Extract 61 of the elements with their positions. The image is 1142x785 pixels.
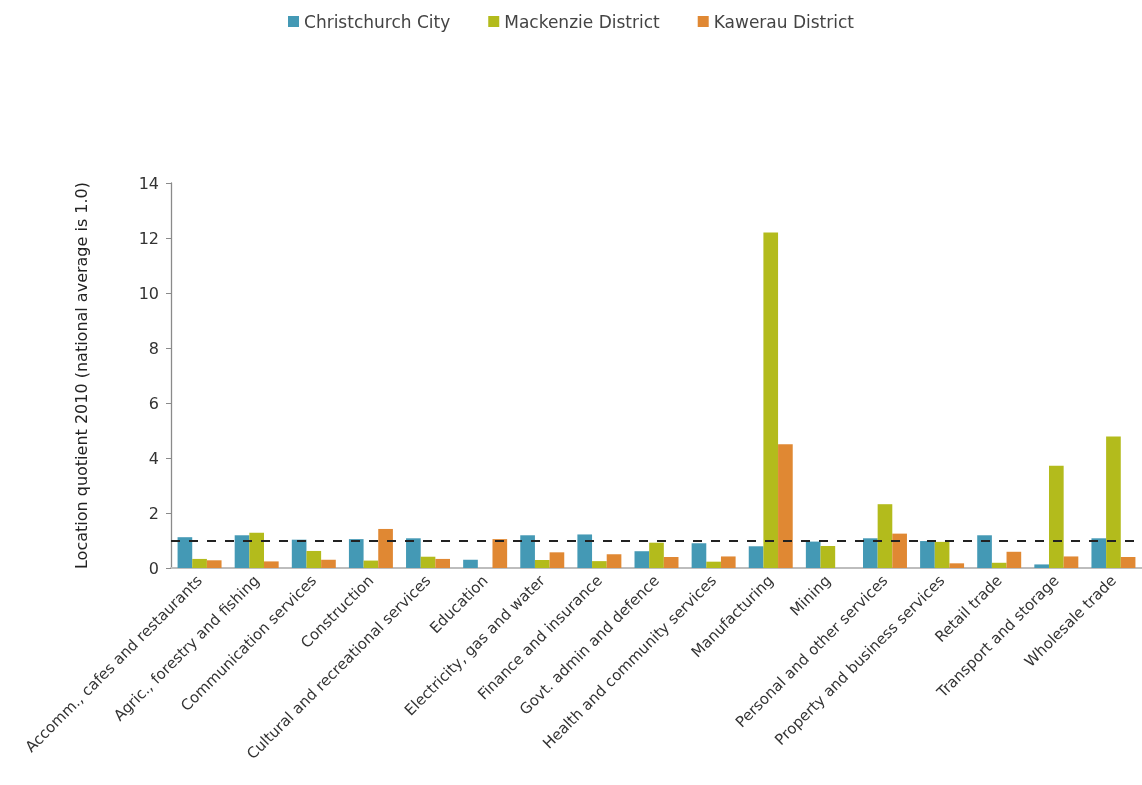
bar — [306, 550, 322, 568]
bar — [763, 232, 779, 568]
bar — [649, 542, 664, 568]
bar — [920, 541, 935, 568]
bar — [606, 554, 622, 568]
bar — [877, 504, 893, 568]
bar — [249, 532, 265, 568]
bar — [291, 539, 307, 568]
bar — [892, 533, 907, 568]
bar — [534, 560, 550, 568]
bar — [206, 560, 222, 568]
bar — [706, 561, 721, 568]
bar — [234, 535, 250, 568]
bar — [1034, 564, 1049, 568]
y-tick-label: 10 — [138, 283, 159, 303]
bar — [348, 539, 364, 568]
bar — [805, 541, 821, 568]
bar — [420, 556, 436, 568]
bar — [577, 534, 593, 568]
bar — [748, 546, 764, 568]
bar — [1091, 538, 1107, 568]
bar — [264, 561, 279, 568]
legend-label: Mackenzie District — [504, 11, 661, 32]
bar — [177, 537, 193, 568]
bar — [991, 562, 1007, 568]
bar — [363, 560, 379, 568]
bar — [192, 558, 207, 568]
legend-label: Kawerau District — [713, 11, 855, 32]
bar — [691, 543, 707, 568]
y-tick-label: 14 — [138, 173, 159, 193]
bar — [634, 551, 650, 568]
bar — [1120, 557, 1136, 568]
bar — [663, 557, 679, 568]
bar — [520, 535, 535, 568]
bar — [549, 552, 565, 568]
y-tick-label: 8 — [148, 338, 159, 358]
bar — [1106, 436, 1121, 568]
bar — [778, 444, 793, 568]
bar — [862, 538, 878, 568]
bar — [406, 538, 421, 568]
bar — [949, 563, 965, 568]
bar — [592, 561, 607, 568]
bar — [463, 559, 478, 568]
bar — [435, 558, 451, 568]
bar — [492, 539, 508, 568]
legend-label: Christchurch City — [304, 11, 451, 32]
bar — [1006, 551, 1022, 568]
bar — [720, 556, 736, 568]
bar — [820, 546, 836, 568]
bar — [321, 559, 336, 568]
y-tick-label: 4 — [148, 448, 159, 468]
y-tick-label: 0 — [148, 558, 159, 578]
y-tick-label: 6 — [148, 393, 159, 413]
y-axis-title: Location quotient 2010 (national average is 1.0) — [71, 181, 91, 570]
y-tick-label: 2 — [148, 503, 159, 523]
bar — [1048, 465, 1064, 568]
bar — [378, 528, 393, 568]
bar — [977, 535, 992, 568]
bar — [934, 541, 950, 568]
y-tick-label: 12 — [138, 228, 159, 248]
bar — [1063, 556, 1079, 568]
